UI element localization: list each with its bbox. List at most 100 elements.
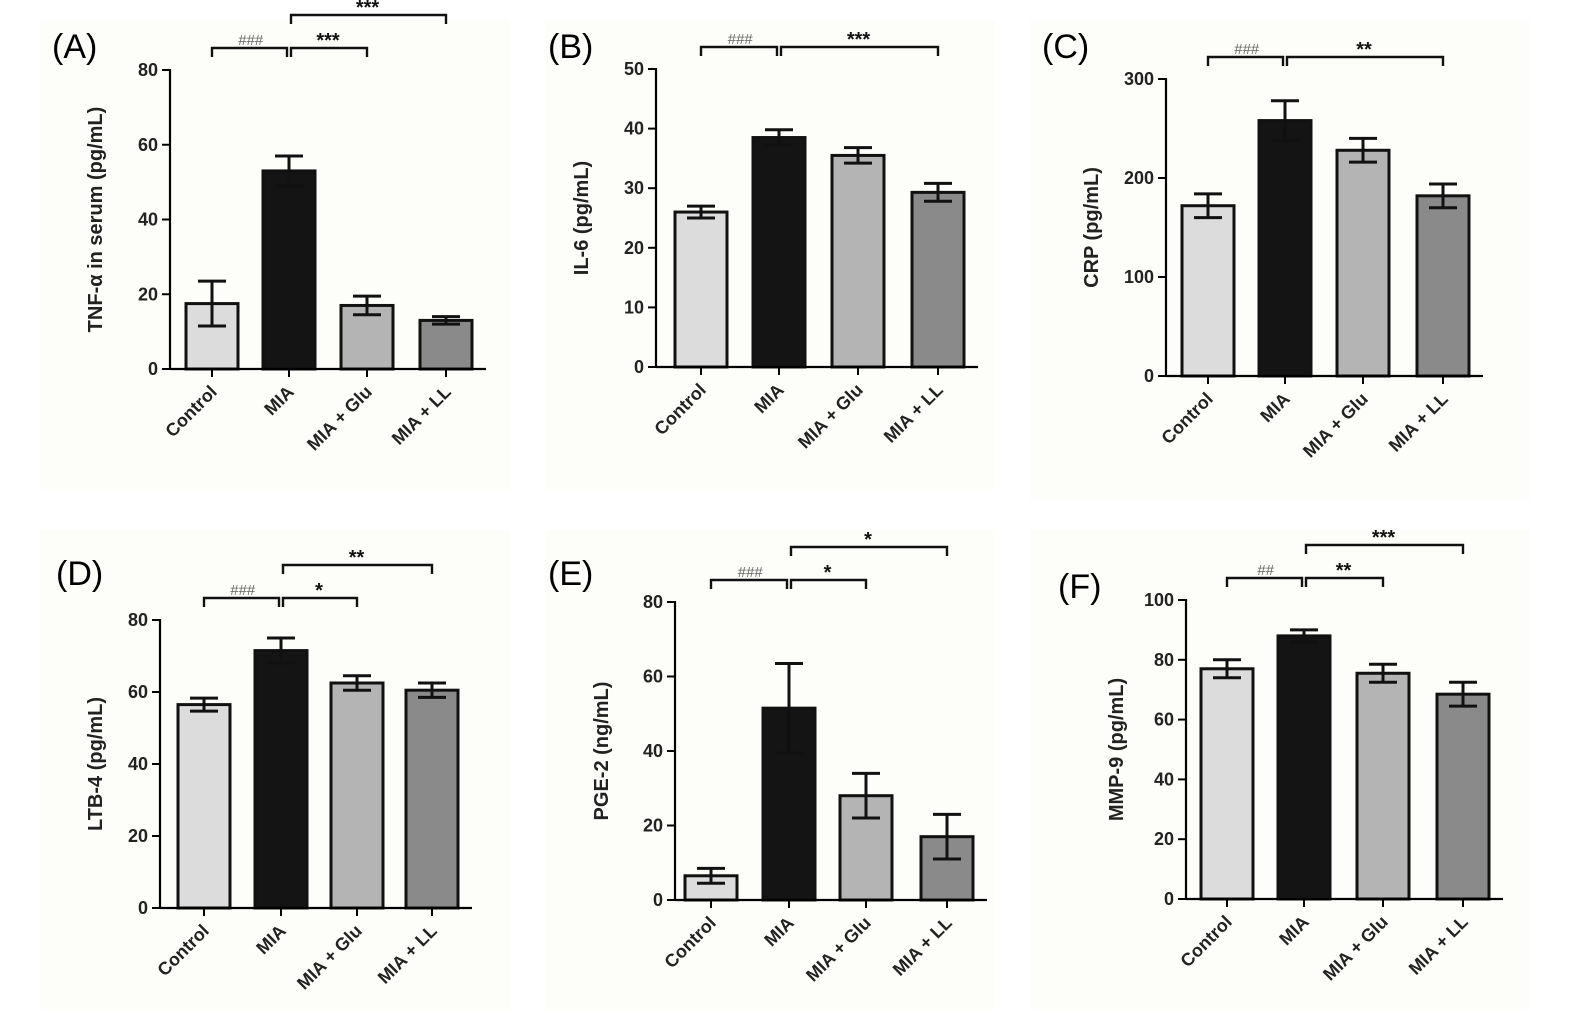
y-tick-label: 60 [128,682,148,702]
y-tick-label: 40 [128,754,148,774]
error-bar [1369,662,1397,684]
significance-label: ### [230,582,256,599]
y-tick-label: 10 [624,297,644,317]
bar-mia-glu [1335,148,1391,378]
y-tick-label: 0 [148,359,158,379]
y-tick-label: 0 [1164,889,1174,909]
error-bar [852,771,880,820]
error-bar [418,681,446,699]
significance-bracket: ### [709,564,789,589]
bar-mia-ll [910,190,966,369]
y-tick-label: 100 [1124,267,1154,287]
significance-label: *** [356,0,380,19]
significance-label: ### [1234,41,1260,58]
panel-letter: (D) [56,555,103,593]
significance-label: ## [1257,562,1274,579]
bar-mia-ll [404,688,460,910]
bar-mia-glu [830,153,886,369]
error-bar [933,812,961,861]
significance-label: * [315,580,323,602]
significance-label: * [864,529,872,551]
bar-mia [253,649,309,910]
significance-label: ** [349,547,365,569]
significance-label: *** [847,29,871,51]
bracket-line [281,563,434,574]
y-tick-label: 60 [1154,710,1174,730]
y-axis-title: MMP-9 (pg/mL) [1106,678,1128,821]
error-bar [697,866,725,885]
y-tick-label: 80 [128,610,148,630]
bar-control [673,210,729,369]
significance-bracket: ** [1304,560,1385,587]
bar-mia-ll [418,318,474,371]
significance-label: ### [238,32,264,49]
error-bar [687,204,715,220]
significance-bracket: ### [202,582,281,607]
bracket-line [779,45,940,56]
bracket-line [1285,55,1445,66]
error-bar [198,279,226,328]
bracket-line [289,46,369,57]
bar-mia [1276,634,1332,901]
error-bar [1290,628,1318,644]
y-tick-label: 20 [1154,829,1174,849]
error-bar [1271,99,1299,142]
panel-letter: (E) [548,555,593,593]
bracket-line [699,45,779,56]
bar-mia-glu [329,681,385,910]
bracket-line [1304,576,1385,587]
y-tick-label: 60 [643,667,663,687]
error-bar [275,154,303,188]
y-axis-title: PGE-2 (ng/mL) [591,682,613,821]
bracket-line [1206,55,1285,66]
significance-bracket: * [789,529,949,556]
error-bar [353,294,381,317]
bracket-line [1304,543,1465,554]
y-tick-label: 30 [624,178,644,198]
bracket-line [1225,576,1304,587]
y-tick-label: 20 [128,826,148,846]
panel-letter: (B) [548,28,593,66]
bar-mia [261,169,317,371]
y-tick-label: 80 [1154,650,1174,670]
bar-mia-ll [1415,194,1471,378]
error-bar [765,128,793,147]
error-bar [267,636,295,665]
error-bar [1449,680,1477,708]
bracket-line [281,596,359,607]
y-tick-label: 40 [1154,769,1174,789]
significance-bracket: * [281,580,359,607]
bar-mia [751,136,807,369]
significance-label: *** [1372,527,1396,549]
significance-bracket: ### [210,32,289,57]
y-tick-label: 20 [624,238,644,258]
y-tick-label: 40 [643,741,663,761]
significance-bracket: ### [699,31,779,56]
y-tick-label: 200 [1124,168,1154,188]
bar-control [1180,204,1236,378]
error-bar [924,181,952,203]
bracket-line [210,46,289,57]
y-tick-label: 0 [1144,366,1154,386]
y-tick-label: 80 [138,60,158,80]
panel-letter: (F) [1058,568,1101,606]
significance-label: * [824,562,832,584]
y-tick-label: 300 [1124,69,1154,89]
significance-label: *** [316,30,340,52]
significance-bracket: ## [1225,562,1304,587]
y-tick-label: 50 [624,59,644,79]
error-bar [1429,182,1457,210]
y-tick-label: 100 [1144,590,1174,610]
bar-control [1199,667,1255,901]
bracket-line [789,545,949,556]
y-axis-title: TNF-α in serum (pg/mL) [85,107,107,333]
significance-label: ** [1336,560,1352,582]
error-bar [775,661,803,755]
y-axis-title: CRP (pg/mL) [1081,167,1103,288]
bracket-line [709,578,789,589]
